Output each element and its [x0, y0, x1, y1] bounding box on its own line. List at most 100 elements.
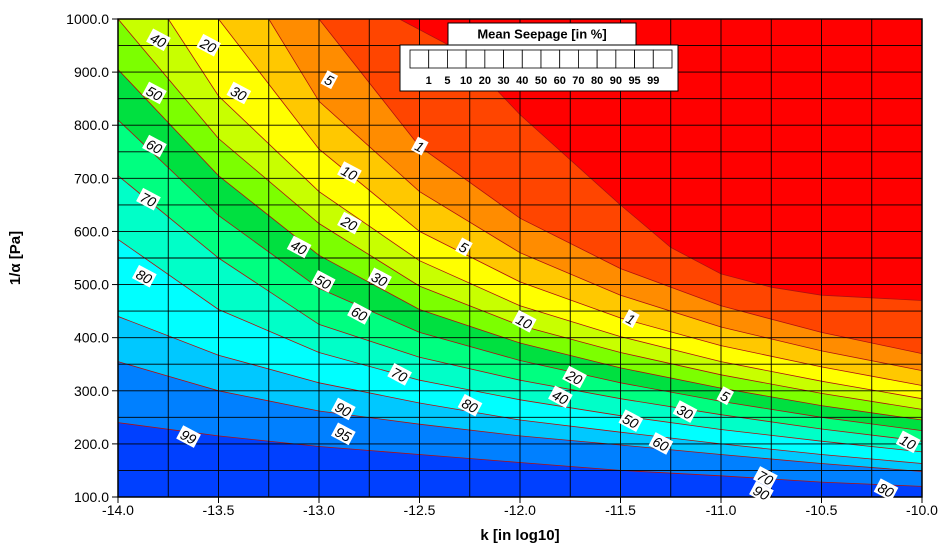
contour-label-text: 90 [332, 399, 353, 421]
legend-level-label: 40 [516, 75, 528, 87]
contour-label-text: 95 [332, 424, 353, 446]
x-axis-ticks: -14.0 -13.5 -13.0 -12.5 -12.0 -11.5 -11.0 -10.5… [102, 497, 938, 518]
contour-label: 30 [226, 81, 252, 105]
contour-label-text: 70 [389, 364, 410, 386]
legend-swatch [503, 49, 523, 69]
x-tick-label: -13.5 [203, 502, 235, 518]
contour-label: 10 [895, 430, 921, 454]
contour-label-bg [142, 134, 167, 158]
contour-label: 80 [457, 393, 483, 417]
y-tick-label: 200.0 [74, 436, 109, 452]
legend-level-label: 70 [572, 75, 584, 87]
y-tick-label: 500.0 [74, 277, 109, 293]
contour-label-bg [672, 400, 698, 423]
contour-label-bg [310, 270, 336, 293]
contour-label-bg [337, 161, 362, 184]
contour-label: 10 [337, 161, 362, 184]
contour-label-bg [622, 309, 640, 329]
legend-level-label: 80 [591, 75, 603, 87]
contour-label-text: 20 [563, 366, 585, 388]
contour-label: 99 [176, 425, 201, 448]
contour-label-text: 50 [620, 410, 641, 432]
contour-label-text: 50 [144, 83, 165, 105]
legend-swatch [521, 49, 542, 69]
contour-label: 20 [196, 33, 221, 57]
legend-swatches: 1 5 10 20 30 40 50 60 70 80 90 95 99 [409, 49, 673, 87]
contour-label-text: 60 [144, 136, 165, 158]
contour-label-text: 40 [148, 29, 169, 51]
legend-swatch [652, 49, 673, 69]
x-tick-label: -11.5 [605, 502, 636, 518]
legend-level-label: 99 [647, 75, 659, 87]
contour-label-bg [367, 267, 392, 291]
contour-label-bg [618, 409, 644, 432]
y-tick-label: 700.0 [74, 170, 109, 186]
contour-label-bg [226, 81, 252, 105]
x-axis-title: k [in log10] [480, 527, 559, 544]
y-tick-label: 900.0 [74, 64, 109, 80]
x-tick-label: -14.0 [102, 502, 134, 518]
y-axis-ticks: 100.0 200.0 300.0 400.0 500.0 600.0 700.0 800.0… [66, 11, 118, 505]
x-tick-label: -12.0 [504, 502, 536, 518]
contour-label: 20 [337, 211, 362, 235]
contour-label-text: 70 [138, 189, 159, 211]
contour-label: 40 [146, 28, 171, 52]
legend-title: Mean Seepage [in %] [477, 27, 606, 42]
legend-swatch [428, 49, 448, 69]
contour-label: 60 [648, 432, 674, 455]
contour-label-bg [330, 397, 356, 421]
contour-label-text: 80 [133, 266, 154, 288]
contour-label: 20 [562, 365, 587, 389]
legend-level-label: 95 [628, 75, 640, 87]
x-tick-label: -11.0 [706, 502, 737, 518]
legend-swatch [578, 49, 598, 69]
contour-label-text: 60 [650, 433, 671, 455]
contour-label: 60 [347, 302, 372, 325]
contour-label: 50 [310, 270, 336, 293]
contour-label-bg [196, 33, 221, 57]
x-tick-label: -10.0 [906, 502, 938, 518]
contour-label-bg [142, 81, 167, 105]
x-tick-label: -12.5 [404, 502, 436, 518]
contour-label-text: 99 [178, 426, 199, 448]
contour-label: 80 [131, 264, 157, 288]
legend-swatch [484, 49, 504, 69]
contour-label: 90 [330, 397, 356, 421]
contour-label-text: 30 [674, 401, 695, 423]
contour-label: 60 [142, 134, 167, 158]
legend-level-label: 30 [497, 75, 509, 87]
contour-label-text: 90 [751, 482, 772, 504]
legend-swatch [447, 49, 467, 69]
legend: Mean Seepage [in %] 1 5 10 20 30 40 50 60 70 80 90… [399, 22, 679, 92]
contour-label: 30 [672, 400, 698, 423]
contour-label-text: 60 [349, 303, 370, 325]
y-tick-label: 600.0 [74, 223, 109, 239]
plot-area [118, 19, 922, 497]
contour-label-text: 20 [338, 212, 360, 234]
contour-label-bg [548, 385, 573, 409]
contour-label-bg [455, 237, 473, 257]
contour-label: 80 [873, 478, 899, 501]
contour-label-bg [716, 386, 735, 406]
y-axis-title: 1/α [Pa] [7, 231, 24, 285]
legend-swatch [540, 49, 561, 69]
contour-label-bg [457, 393, 483, 417]
contour-label-text: 20 [197, 34, 219, 56]
legend-swatch [615, 49, 635, 69]
contour-label-bg [347, 302, 372, 325]
legend-swatch [596, 49, 617, 69]
y-tick-label: 1000.0 [66, 11, 109, 27]
legend-swatch [634, 49, 654, 69]
legend-level-label: 10 [460, 75, 472, 87]
legend-level-label: 5 [444, 75, 450, 87]
contour-label-bg [648, 432, 674, 455]
contour-label: 90 [749, 481, 774, 504]
contour-label: 40 [286, 235, 312, 259]
y-tick-label: 100.0 [74, 489, 109, 505]
contour-label-bg [562, 365, 587, 389]
contour-label-bg [320, 70, 339, 90]
contour-label-text: 30 [228, 83, 249, 105]
contour-label-text: 40 [288, 237, 309, 259]
contour-label: 30 [367, 267, 392, 291]
